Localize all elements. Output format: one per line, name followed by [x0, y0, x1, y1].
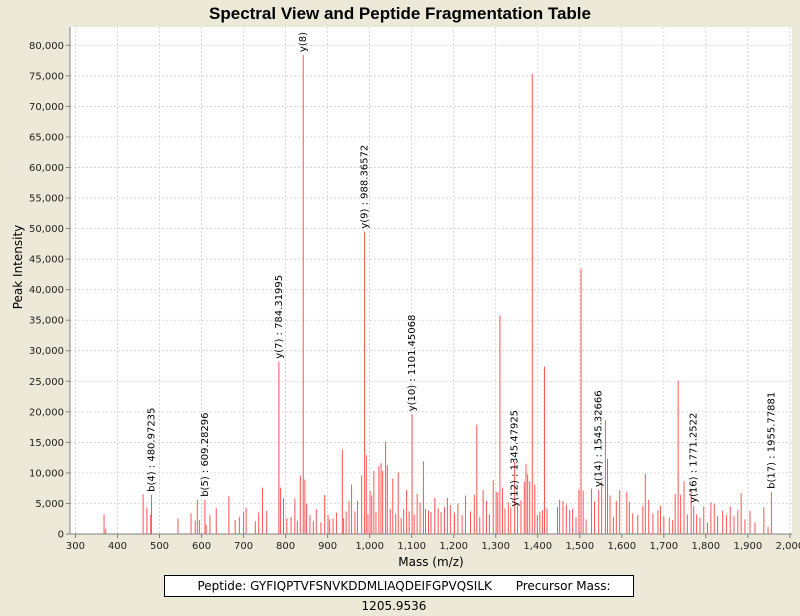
peak-annotation: b(5) : 609.28296	[200, 412, 211, 496]
y-tick-label: 45,000	[29, 255, 64, 266]
y-tick-label: 35,000	[29, 316, 64, 327]
x-tick-label: 2,000	[776, 541, 800, 552]
y-tick-label: 75,000	[29, 71, 64, 82]
y-tick-label: 20,000	[29, 407, 64, 418]
x-tick-label: 400	[108, 541, 127, 552]
y-tick-label: 40,000	[29, 285, 64, 296]
y-tick-label: 15,000	[29, 438, 64, 449]
peptide-info-box: Peptide: GYFIQPTVFSNVKDDMLIAQDEIFGPVQSIL…	[164, 575, 634, 613]
x-tick-label: 1,800	[692, 541, 721, 552]
x-axis-label: Mass (m/z)	[398, 555, 463, 569]
x-tick-label: 1,500	[565, 541, 594, 552]
axes: 300 400 500 600 700 800 900 1,000 1,100 1,200 1,30…	[29, 27, 800, 552]
peak-annotations: b(4) : 480.97235 b(5) : 609.28296 y(7) : 7…	[147, 32, 778, 507]
x-tick-label: 500	[150, 541, 169, 552]
x-tick-label: 300	[66, 541, 85, 552]
x-tick-label: 1,100	[397, 541, 426, 552]
x-tick-label: 600	[192, 541, 211, 552]
y-tick-label: 0	[58, 530, 64, 541]
x-tick-label: 900	[318, 541, 337, 552]
peptide-sequence: Peptide: GYFIQPTVFSNVKDDMLIAQDEIFGPVQSIL…	[197, 579, 492, 593]
y-tick-label: 55,000	[29, 194, 64, 205]
x-tick-label: 1,600	[607, 541, 636, 552]
peak-annotation: b(4) : 480.97235	[147, 408, 158, 492]
x-tick-label: 1,200	[439, 541, 468, 552]
spectrum-chart: 300 400 500 600 700 800 900 1,000 1,100 1,200 1,30…	[11, 27, 800, 569]
x-tick-label: 1,700	[650, 541, 679, 552]
x-tick-label: 1,300	[481, 541, 510, 552]
peaks	[103, 55, 772, 534]
peak-annotation: y(16) : 1771.2522	[689, 413, 700, 503]
y-tick-label: 60,000	[29, 163, 64, 174]
y-tick-label: 25,000	[29, 377, 64, 388]
y-axis-label: Peak Intensity	[11, 225, 25, 310]
x-tick-label: 1,400	[523, 541, 552, 552]
peak-annotation: y(7) : 784.31995	[274, 275, 285, 359]
peak-annotation: y(10) : 1101.45068	[407, 315, 418, 412]
y-tick-label: 30,000	[29, 346, 64, 357]
peak-annotation: b(17) : 1955.77881	[766, 392, 777, 489]
y-tick-label: 5,000	[35, 499, 64, 510]
peak-annotation: y(14) : 1545.32666	[594, 390, 605, 487]
y-tick-label: 65,000	[29, 132, 64, 143]
x-tick-label: 1,000	[355, 541, 384, 552]
peak-annotation: y(9) : 988.36572	[360, 145, 371, 229]
peak-annotation: y(8)	[298, 32, 309, 52]
y-tick-label: 50,000	[29, 224, 64, 235]
plot-background	[70, 27, 792, 534]
peak-annotation: y(12) : 1345.47925	[510, 410, 521, 507]
y-tick-label: 70,000	[29, 102, 64, 113]
y-tick-label: 10,000	[29, 468, 64, 479]
x-tick-label: 700	[234, 541, 253, 552]
y-tick-label: 80,000	[29, 41, 64, 52]
x-tick-label: 800	[276, 541, 295, 552]
x-tick-label: 1,900	[734, 541, 763, 552]
chart-title: Spectral View and Peptide Fragmentation …	[209, 4, 591, 23]
